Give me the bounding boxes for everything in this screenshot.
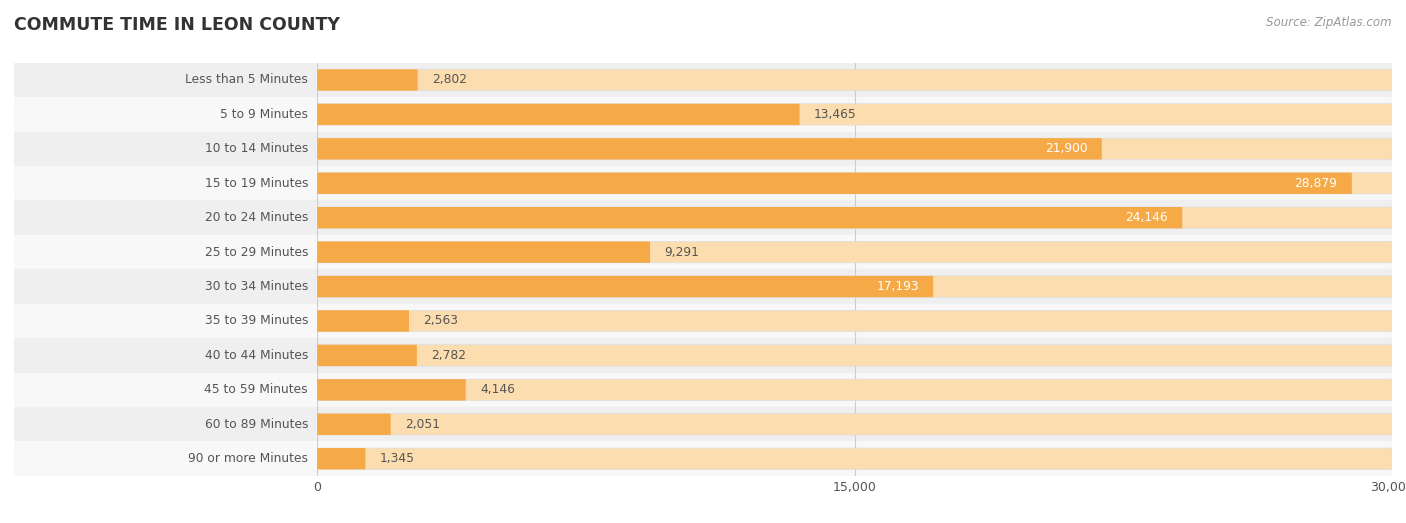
FancyBboxPatch shape bbox=[318, 70, 418, 90]
FancyBboxPatch shape bbox=[318, 97, 1406, 132]
FancyBboxPatch shape bbox=[318, 276, 934, 297]
FancyBboxPatch shape bbox=[14, 166, 1406, 200]
FancyBboxPatch shape bbox=[14, 407, 1406, 441]
FancyBboxPatch shape bbox=[14, 372, 1406, 407]
FancyBboxPatch shape bbox=[318, 414, 391, 435]
FancyBboxPatch shape bbox=[318, 414, 1392, 435]
Text: 25 to 29 Minutes: 25 to 29 Minutes bbox=[205, 246, 308, 259]
Text: 2,782: 2,782 bbox=[432, 349, 467, 362]
FancyBboxPatch shape bbox=[318, 173, 1392, 194]
FancyBboxPatch shape bbox=[318, 407, 1406, 441]
Text: 90 or more Minutes: 90 or more Minutes bbox=[188, 452, 308, 465]
FancyBboxPatch shape bbox=[318, 207, 1392, 229]
FancyBboxPatch shape bbox=[318, 207, 1182, 229]
FancyBboxPatch shape bbox=[318, 235, 1406, 269]
Bar bbox=[318, 63, 1392, 97]
Text: 2,051: 2,051 bbox=[405, 418, 440, 431]
FancyBboxPatch shape bbox=[318, 104, 800, 125]
FancyBboxPatch shape bbox=[318, 345, 416, 366]
FancyBboxPatch shape bbox=[14, 304, 1406, 338]
FancyBboxPatch shape bbox=[14, 132, 1406, 166]
Text: 17,193: 17,193 bbox=[876, 280, 918, 293]
Text: 30 to 34 Minutes: 30 to 34 Minutes bbox=[205, 280, 308, 293]
FancyBboxPatch shape bbox=[318, 132, 1406, 166]
FancyBboxPatch shape bbox=[318, 104, 1392, 125]
Bar bbox=[14, 132, 318, 166]
FancyBboxPatch shape bbox=[318, 310, 1392, 332]
FancyBboxPatch shape bbox=[318, 200, 1406, 235]
FancyBboxPatch shape bbox=[14, 338, 1406, 372]
Bar bbox=[318, 97, 1392, 132]
Bar bbox=[318, 235, 1392, 269]
FancyBboxPatch shape bbox=[318, 448, 366, 469]
Bar bbox=[318, 407, 1392, 441]
Text: 21,900: 21,900 bbox=[1045, 142, 1087, 155]
Text: 5 to 9 Minutes: 5 to 9 Minutes bbox=[221, 108, 308, 121]
FancyBboxPatch shape bbox=[14, 200, 1406, 235]
Bar bbox=[14, 338, 318, 372]
FancyBboxPatch shape bbox=[14, 235, 1406, 269]
FancyBboxPatch shape bbox=[14, 63, 1406, 97]
Bar bbox=[318, 338, 1392, 372]
FancyBboxPatch shape bbox=[318, 441, 1406, 476]
Bar bbox=[318, 372, 1392, 407]
FancyBboxPatch shape bbox=[318, 448, 1392, 469]
Text: 2,563: 2,563 bbox=[423, 314, 458, 327]
Text: 40 to 44 Minutes: 40 to 44 Minutes bbox=[205, 349, 308, 362]
FancyBboxPatch shape bbox=[318, 372, 1406, 407]
Bar bbox=[14, 407, 318, 441]
FancyBboxPatch shape bbox=[14, 441, 1406, 476]
FancyBboxPatch shape bbox=[14, 269, 1406, 304]
FancyBboxPatch shape bbox=[318, 138, 1392, 160]
FancyBboxPatch shape bbox=[318, 63, 1406, 97]
FancyBboxPatch shape bbox=[318, 242, 1392, 263]
Bar bbox=[318, 304, 1392, 338]
FancyBboxPatch shape bbox=[318, 276, 1392, 297]
Bar bbox=[14, 304, 318, 338]
Text: 10 to 14 Minutes: 10 to 14 Minutes bbox=[205, 142, 308, 155]
Text: 24,146: 24,146 bbox=[1125, 211, 1168, 224]
Bar bbox=[318, 200, 1392, 235]
Text: 2,802: 2,802 bbox=[432, 73, 467, 86]
FancyBboxPatch shape bbox=[14, 97, 1406, 132]
FancyBboxPatch shape bbox=[318, 304, 1406, 338]
Text: COMMUTE TIME IN LEON COUNTY: COMMUTE TIME IN LEON COUNTY bbox=[14, 16, 340, 33]
FancyBboxPatch shape bbox=[318, 379, 465, 401]
FancyBboxPatch shape bbox=[318, 242, 650, 263]
Bar bbox=[318, 441, 1392, 476]
FancyBboxPatch shape bbox=[318, 269, 1406, 304]
FancyBboxPatch shape bbox=[318, 379, 1392, 401]
Bar bbox=[14, 372, 318, 407]
Text: 28,879: 28,879 bbox=[1295, 177, 1337, 190]
Bar bbox=[14, 441, 318, 476]
FancyBboxPatch shape bbox=[318, 338, 1406, 372]
FancyBboxPatch shape bbox=[318, 138, 1102, 160]
Bar bbox=[14, 63, 318, 97]
Text: 4,146: 4,146 bbox=[479, 383, 515, 396]
Bar bbox=[14, 166, 318, 200]
Text: 60 to 89 Minutes: 60 to 89 Minutes bbox=[205, 418, 308, 431]
Text: 45 to 59 Minutes: 45 to 59 Minutes bbox=[204, 383, 308, 396]
Bar bbox=[14, 269, 318, 304]
Bar bbox=[14, 235, 318, 269]
FancyBboxPatch shape bbox=[318, 345, 1392, 366]
Text: 9,291: 9,291 bbox=[665, 246, 699, 259]
Text: 1,345: 1,345 bbox=[380, 452, 415, 465]
FancyBboxPatch shape bbox=[318, 173, 1351, 194]
Text: 20 to 24 Minutes: 20 to 24 Minutes bbox=[205, 211, 308, 224]
Bar bbox=[14, 97, 318, 132]
Text: 35 to 39 Minutes: 35 to 39 Minutes bbox=[205, 314, 308, 327]
Text: Source: ZipAtlas.com: Source: ZipAtlas.com bbox=[1267, 16, 1392, 29]
FancyBboxPatch shape bbox=[318, 166, 1406, 200]
Bar bbox=[318, 269, 1392, 304]
Text: 15 to 19 Minutes: 15 to 19 Minutes bbox=[205, 177, 308, 190]
Text: 13,465: 13,465 bbox=[814, 108, 856, 121]
Bar bbox=[318, 132, 1392, 166]
FancyBboxPatch shape bbox=[318, 310, 409, 332]
Text: Less than 5 Minutes: Less than 5 Minutes bbox=[186, 73, 308, 86]
Bar bbox=[318, 166, 1392, 200]
FancyBboxPatch shape bbox=[318, 70, 1392, 90]
Bar bbox=[14, 200, 318, 235]
